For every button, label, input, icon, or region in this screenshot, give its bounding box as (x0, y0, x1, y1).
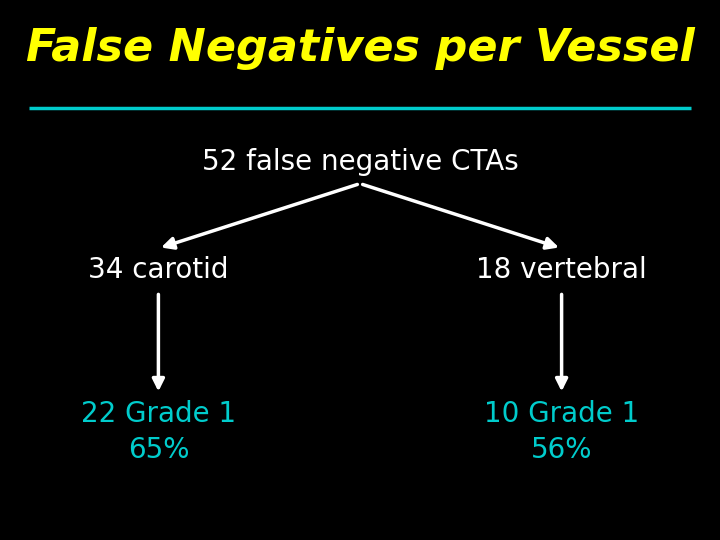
Text: 22 Grade 1
65%: 22 Grade 1 65% (81, 400, 236, 464)
Text: 18 vertebral: 18 vertebral (476, 256, 647, 284)
Text: 10 Grade 1
56%: 10 Grade 1 56% (484, 400, 639, 464)
Text: 52 false negative CTAs: 52 false negative CTAs (202, 148, 518, 176)
Text: False Negatives per Vessel: False Negatives per Vessel (26, 27, 694, 70)
Text: 34 carotid: 34 carotid (88, 256, 229, 284)
